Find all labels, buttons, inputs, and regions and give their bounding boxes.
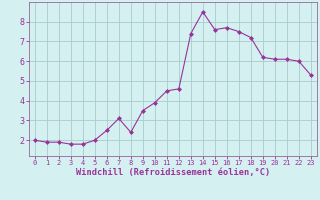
X-axis label: Windchill (Refroidissement éolien,°C): Windchill (Refroidissement éolien,°C) (76, 168, 270, 177)
